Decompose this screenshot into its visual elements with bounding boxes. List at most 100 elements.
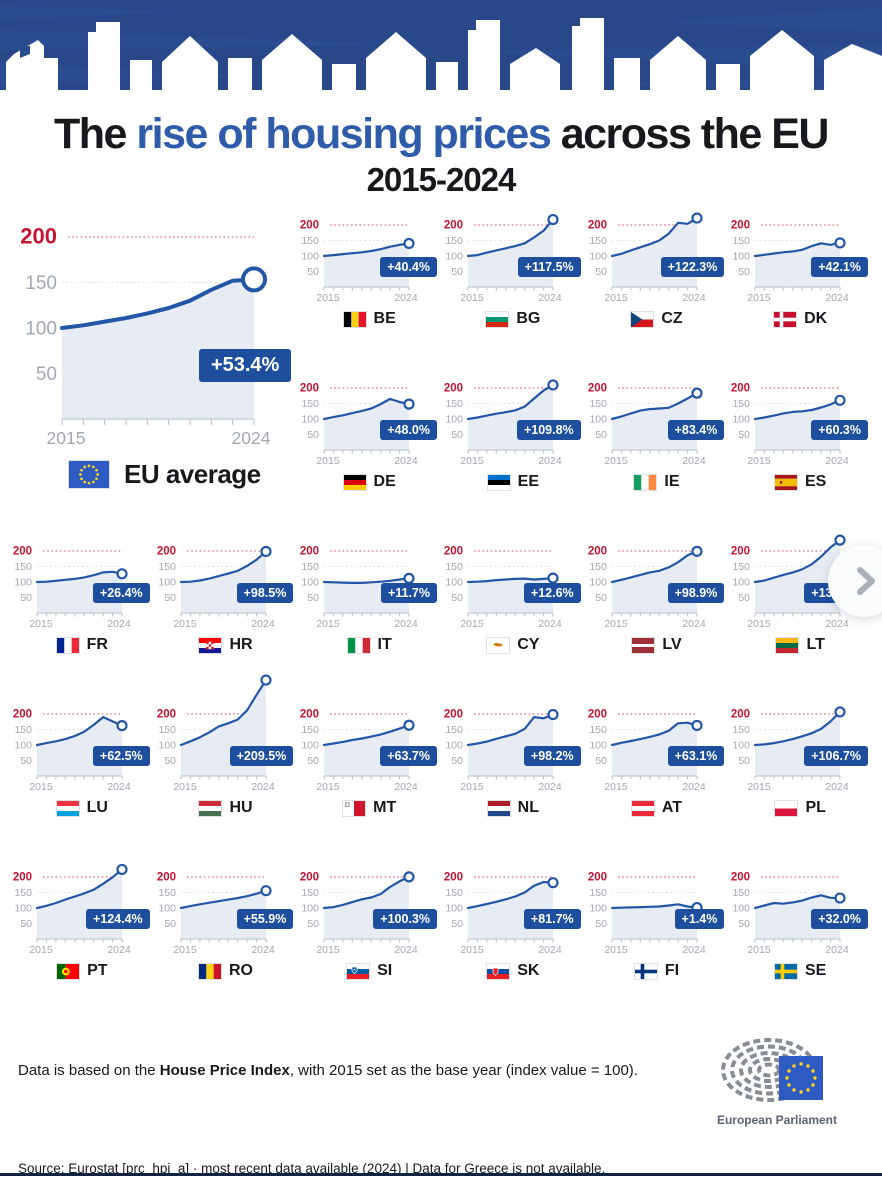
country-code-MT: MT (373, 799, 397, 817)
svg-text:2024: 2024 (682, 292, 706, 304)
svg-text:2015: 2015 (47, 428, 86, 448)
svg-text:150: 150 (589, 724, 607, 736)
eu-average-label: EU average (124, 459, 261, 490)
svg-text:100: 100 (445, 740, 463, 752)
svg-text:2015: 2015 (317, 455, 341, 467)
pct-badge-LV: +98.9% (667, 583, 725, 604)
svg-text:50: 50 (595, 592, 607, 604)
svg-text:150: 150 (14, 887, 32, 899)
title-post: across the EU (550, 110, 830, 158)
svg-text:2024: 2024 (682, 618, 706, 630)
country-label-CY: CY (441, 636, 585, 654)
line-chart-CY: 200 150 100 50 2015 2024 +12.6% (441, 537, 585, 633)
country-code-CY: CY (517, 636, 540, 654)
svg-text:100: 100 (733, 577, 751, 589)
svg-text:50: 50 (739, 918, 751, 930)
country-code-LU: LU (86, 799, 108, 817)
line-chart-PL: 200 150 100 50 2015 2024 +106.7% (728, 700, 872, 796)
pct-badge-PT: +124.4% (85, 909, 150, 930)
pct-badge-HU: +209.5% (229, 746, 294, 767)
svg-text:2015: 2015 (748, 618, 772, 630)
pct-badge-FI: +1.4% (674, 909, 725, 930)
svg-text:200: 200 (300, 709, 319, 721)
country-label-BE: BE (297, 310, 441, 328)
svg-text:200: 200 (156, 546, 175, 558)
line-chart-IT: 200 150 100 50 2015 2024 +11.7% (297, 537, 441, 633)
header-banner (0, 0, 882, 90)
svg-text:2024: 2024 (682, 455, 706, 467)
svg-text:2024: 2024 (826, 455, 850, 467)
country-code-SI: SI (377, 962, 393, 980)
pct-badge-CZ: +122.3% (660, 257, 725, 278)
flag-BE-icon (342, 310, 367, 328)
country-label-HU: HU (154, 799, 298, 817)
chart-cell-LV: 200 150 100 50 2015 2024 +98.9% LV (585, 537, 729, 700)
svg-text:50: 50 (595, 755, 607, 767)
flag-IT-icon (346, 636, 371, 654)
svg-text:50: 50 (739, 755, 751, 767)
country-code-AT: AT (661, 799, 683, 817)
flag-CY-icon (486, 636, 511, 654)
svg-text:2024: 2024 (682, 781, 706, 793)
svg-text:50: 50 (308, 755, 320, 767)
flag-PL-icon (774, 799, 799, 817)
svg-text:2015: 2015 (29, 781, 53, 793)
svg-text:50: 50 (739, 592, 751, 604)
country-label-IE: IE (585, 473, 729, 491)
line-chart-SK: 200 150 100 50 2015 2024 +81.7% (441, 863, 585, 959)
svg-text:2024: 2024 (538, 944, 562, 956)
svg-text:2024: 2024 (251, 781, 275, 793)
svg-text:100: 100 (302, 577, 320, 589)
pct-badge-AT: +63.1% (667, 746, 725, 767)
svg-text:200: 200 (20, 224, 57, 249)
country-code-ES: ES (804, 473, 827, 491)
svg-text:150: 150 (445, 561, 463, 573)
country-label-BG: BG (441, 310, 585, 328)
line-chart-BG: 200 150 100 50 2015 2024 +117.5% (441, 211, 585, 307)
country-code-LT: LT (806, 636, 825, 654)
svg-text:200: 200 (731, 220, 750, 232)
svg-text:2024: 2024 (395, 455, 419, 467)
chart-cell-EU: 200 150 100 50 2015 2024 +53.4% EU average (10, 211, 297, 537)
flag-IE-icon (633, 473, 658, 491)
line-chart-LV: 200 150 100 50 2015 2024 +98.9% (585, 537, 729, 633)
bottom-bar (0, 1173, 882, 1176)
svg-text:150: 150 (302, 887, 320, 899)
pct-badge-FR: +26.4% (92, 583, 150, 604)
svg-text:150: 150 (302, 561, 320, 573)
svg-text:2015: 2015 (460, 455, 484, 467)
svg-text:100: 100 (733, 251, 751, 263)
line-chart-FI: 200 150 100 50 2015 2024 +1.4% (585, 863, 729, 959)
flag-SE-icon (773, 962, 798, 980)
svg-text:50: 50 (36, 364, 57, 385)
svg-text:150: 150 (445, 398, 463, 410)
chart-cell-CY: 200 150 100 50 2015 2024 +12.6% CY (441, 537, 585, 700)
flag-CZ-icon (630, 310, 655, 328)
svg-text:200: 200 (731, 383, 750, 395)
svg-text:100: 100 (158, 903, 176, 915)
svg-text:150: 150 (733, 724, 751, 736)
svg-text:2024: 2024 (538, 781, 562, 793)
svg-text:2015: 2015 (173, 781, 197, 793)
svg-text:150: 150 (14, 724, 32, 736)
line-chart-ES: 200 150 100 50 2015 2024 +60.3% (728, 374, 872, 470)
svg-text:50: 50 (451, 266, 463, 278)
flag-NL-icon (486, 799, 511, 817)
svg-text:2024: 2024 (682, 944, 706, 956)
svg-text:150: 150 (158, 887, 176, 899)
svg-text:150: 150 (589, 561, 607, 573)
country-label-EE: EE (441, 473, 585, 491)
svg-text:50: 50 (739, 429, 751, 441)
chart-cell-SI: 200 150 100 50 2015 2024 +100.3% SI (297, 863, 441, 1026)
chart-cell-SE: 200 150 100 50 2015 2024 +32.0% SE (728, 863, 872, 1026)
svg-text:2015: 2015 (748, 292, 772, 304)
svg-text:2015: 2015 (317, 781, 341, 793)
line-chart-SI: 200 150 100 50 2015 2024 +100.3% (297, 863, 441, 959)
page-subtitle: 2015-2024 (366, 161, 517, 199)
svg-text:2024: 2024 (232, 428, 271, 448)
svg-text:50: 50 (308, 592, 320, 604)
svg-text:200: 200 (300, 546, 319, 558)
svg-text:100: 100 (589, 740, 607, 752)
carousel-next-button[interactable] (828, 545, 882, 617)
country-label-PL: PL (728, 799, 872, 817)
